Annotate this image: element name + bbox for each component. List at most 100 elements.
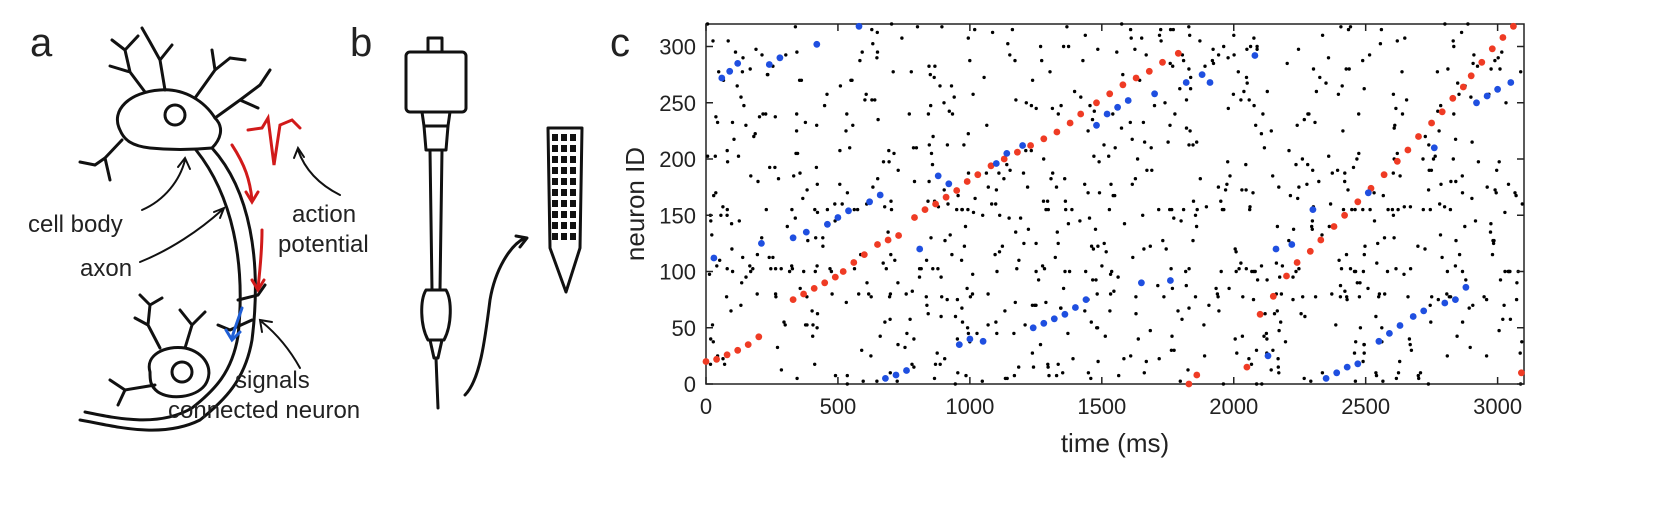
y-tick-label: 50 (672, 316, 696, 341)
spike-black (1244, 162, 1248, 167)
spike-black (1007, 216, 1011, 220)
spike-black (1184, 269, 1188, 274)
spike-black (1108, 272, 1113, 276)
spike-blue (1483, 92, 1491, 100)
spike-red (1193, 371, 1201, 379)
spike-black (1012, 331, 1016, 336)
spike-black (1493, 58, 1497, 63)
spike-black (1096, 47, 1100, 51)
spike-black (986, 323, 990, 327)
spike-black (1025, 185, 1030, 189)
spike-black (1346, 188, 1350, 192)
spike-black (838, 148, 842, 153)
neuron-drawing (78, 26, 272, 432)
spike-black (1488, 230, 1493, 234)
spike-black (858, 58, 862, 63)
spike-black (1066, 44, 1071, 49)
spike-black (924, 258, 929, 262)
spike-black (905, 331, 909, 336)
leader-cell-body-head (177, 156, 191, 170)
spike-black (1111, 112, 1115, 116)
spike-black (1330, 171, 1335, 175)
spike-black (950, 112, 955, 116)
spike-black (1311, 168, 1315, 172)
spike-black (1295, 123, 1299, 128)
spike-black (1381, 193, 1386, 198)
spike-black (993, 252, 997, 257)
spike-black (1081, 58, 1085, 63)
spike-black (1272, 312, 1277, 316)
x-tick-label: 500 (820, 394, 857, 419)
spike-black (1145, 168, 1149, 172)
spike-black (962, 143, 966, 147)
spike-black (1102, 241, 1106, 246)
label-cell-body: cell body (28, 211, 123, 238)
spike-black (907, 112, 911, 116)
spike-black (1327, 154, 1331, 158)
spike-black (1402, 272, 1406, 276)
spike-black (1148, 244, 1153, 248)
spike-blue (916, 245, 924, 253)
spike-black (1276, 357, 1280, 361)
spike-black (1392, 236, 1396, 240)
spike-black (1086, 371, 1091, 375)
electrode-site (570, 156, 576, 163)
electrode-site (561, 134, 567, 141)
spike-black (1345, 295, 1349, 299)
spike-red (821, 279, 829, 287)
spike-black (1297, 185, 1301, 189)
spike-black (1493, 188, 1497, 192)
spike-black (1427, 143, 1431, 147)
spike-blue (813, 40, 821, 48)
spike-black (889, 252, 893, 257)
spike-black (1095, 326, 1100, 330)
spike-red (895, 232, 902, 239)
spike-black (1219, 199, 1223, 203)
spike-black (707, 272, 712, 276)
spike-black (1142, 140, 1147, 144)
spike-black (1024, 148, 1028, 153)
spike-black (925, 303, 929, 307)
spike-black (1351, 165, 1356, 170)
spike-black (1216, 295, 1220, 299)
spike-black (1385, 269, 1390, 274)
spike-black (1079, 95, 1083, 99)
spike-black (904, 292, 908, 296)
spike-black (863, 98, 867, 102)
spike-black (730, 120, 735, 125)
spike-black (1305, 182, 1309, 186)
spike-black (1372, 219, 1377, 223)
spike-black (1157, 33, 1162, 37)
spike-black (962, 244, 967, 248)
electrode-site (552, 222, 558, 229)
spike-black (729, 222, 734, 226)
spike-black (814, 236, 818, 240)
spike-black (1248, 207, 1252, 212)
spike-black (1277, 371, 1281, 375)
spike-blue (1420, 307, 1428, 315)
spike-black (1184, 126, 1189, 130)
spike-black (1264, 331, 1269, 336)
spike-black (815, 210, 820, 215)
spike-black (1044, 207, 1048, 212)
spike-black (801, 196, 805, 201)
spike-black (1357, 295, 1362, 299)
spike-black (990, 30, 995, 35)
spike-black (1181, 58, 1186, 63)
spike-black (1188, 129, 1192, 133)
spike-black (1178, 379, 1183, 383)
spike-black (1277, 328, 1281, 333)
spike-black (1466, 22, 1470, 26)
spike-black (802, 269, 806, 274)
spike-black (926, 199, 930, 203)
spike-black (929, 103, 933, 108)
spike-red (850, 259, 858, 266)
spike-red (1478, 58, 1486, 66)
spike-black (795, 376, 799, 381)
spike-black (908, 317, 912, 321)
spike-red (1330, 223, 1338, 230)
spike-black (1003, 309, 1007, 313)
spike-black (711, 39, 715, 43)
spike-black (1324, 81, 1328, 85)
spike-black (785, 224, 789, 229)
